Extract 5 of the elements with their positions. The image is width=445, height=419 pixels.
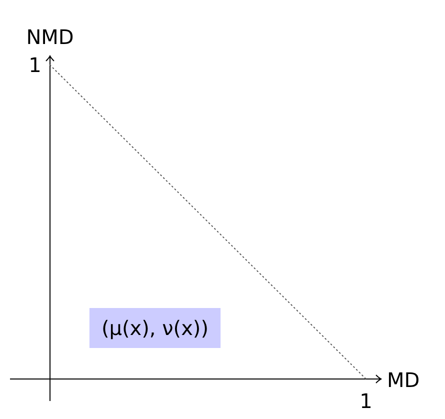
annotation: 1: [28, 53, 42, 77]
y-axis-title: NMD: [26, 25, 74, 49]
annotation: (μ(x), ν(x)): [101, 316, 209, 340]
text: 1: [360, 389, 372, 413]
x-axis-title: MD: [387, 368, 420, 392]
